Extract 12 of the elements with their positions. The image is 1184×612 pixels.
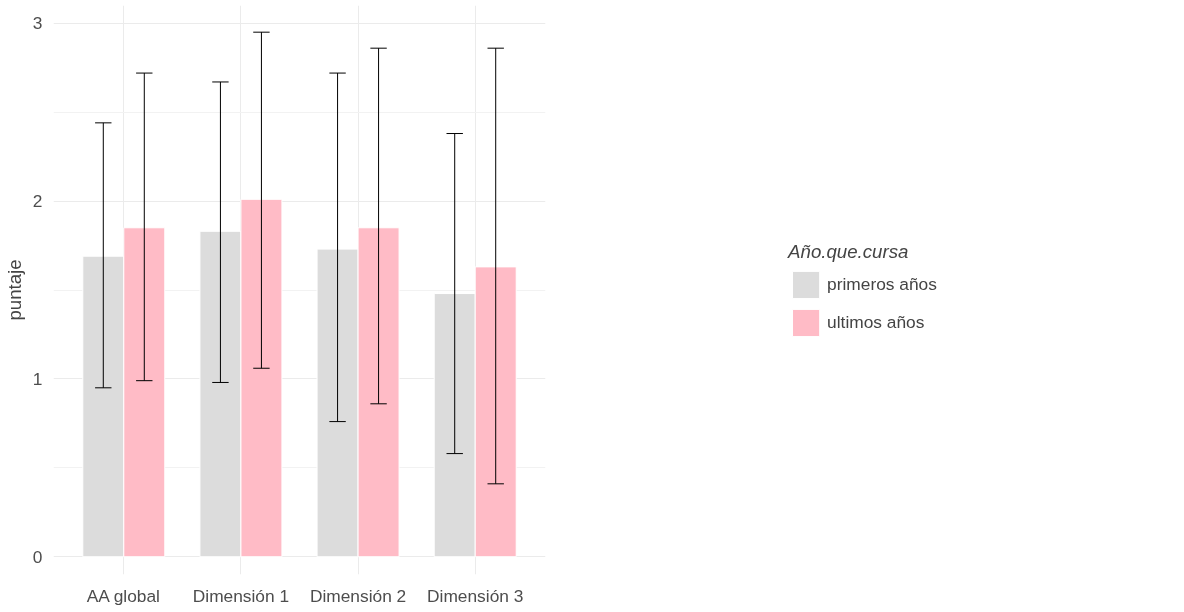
x-tick-label: AA global [86,585,160,606]
y-tick-label: 0 [32,546,43,567]
y-tick-label: 2 [32,191,43,212]
x-tick-label: Dimensión 3 [427,585,524,606]
legend-label: primeros años [827,273,937,295]
x-tick-label: Dimensión 1 [192,585,290,606]
x-tick-label: Dimensión 2 [309,585,407,606]
y-tick-label: 1 [32,368,43,389]
y-tick-label: 3 [32,13,43,34]
y-axis-title: puntaje [3,259,25,321]
legend-label: ultimos años [827,311,925,333]
legend-title: Año.que.cursa [788,240,910,262]
